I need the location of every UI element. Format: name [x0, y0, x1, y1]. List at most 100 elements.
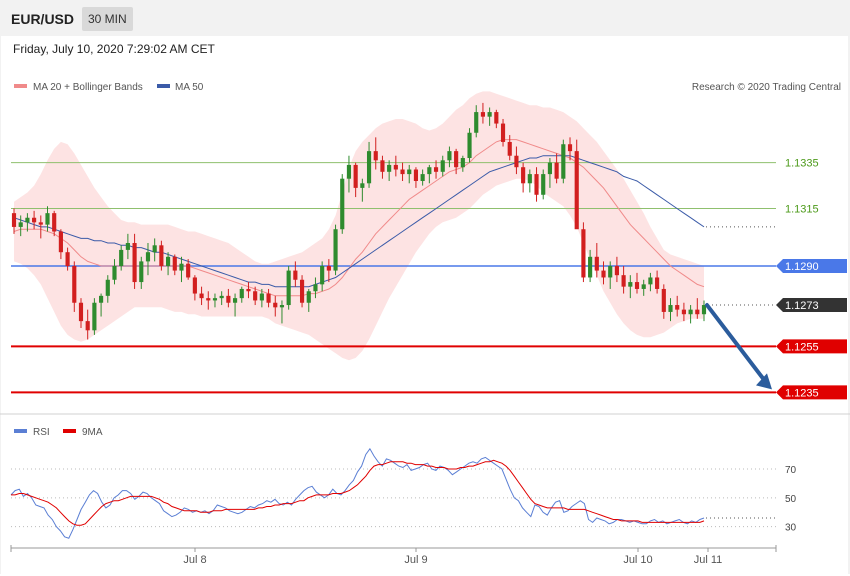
- bollinger-band-fill: [14, 91, 704, 361]
- ma20-line: [13, 139, 705, 297]
- candle-body: [494, 112, 499, 124]
- symbol-title: EUR/USD: [11, 11, 75, 27]
- candle-body: [192, 277, 197, 294]
- candle-body: [621, 275, 626, 287]
- candle-body: [634, 282, 640, 289]
- level-label-1.1235: 1.1235: [785, 387, 819, 399]
- candle-body: [574, 151, 579, 230]
- candle-body: [125, 243, 130, 250]
- candle-body: [92, 302, 97, 331]
- candle-body: [52, 213, 57, 232]
- rsi-legend: RSI 9MA: [14, 427, 103, 438]
- candle-body: [32, 217, 37, 223]
- candle-body: [380, 160, 385, 172]
- candle-body: [534, 174, 539, 195]
- candle-body: [45, 213, 50, 225]
- candle-body: [514, 155, 519, 168]
- candle-body: [373, 151, 378, 161]
- candle-body: [474, 112, 479, 133]
- rsi-line: [10, 447, 705, 539]
- candle-body: [701, 305, 707, 315]
- candle-body: [206, 298, 211, 301]
- level-label-1.1273: 1.1273: [785, 300, 819, 312]
- candle-body: [527, 174, 532, 184]
- candle-body: [11, 213, 17, 227]
- candle-body: [286, 270, 291, 306]
- rsi-ma-legend-swatch: [63, 429, 76, 433]
- candle-body: [460, 158, 465, 168]
- candle-body: [152, 245, 157, 253]
- candle-body: [588, 256, 593, 278]
- forecast-arrow-shaft: [705, 303, 768, 385]
- candle-body: [99, 295, 104, 303]
- candle-body: [18, 222, 23, 227]
- forecast-arrow-head: [756, 373, 772, 390]
- rsi-ma-line: [11, 459, 705, 526]
- candle-body: [232, 298, 238, 303]
- rsi-ma-legend-label: 9MA: [82, 427, 103, 438]
- candle-body: [313, 284, 318, 292]
- x-tick-label: Jul 10: [623, 554, 652, 566]
- candle-body: [608, 265, 613, 278]
- level-label-1.1335: 1.1335: [785, 158, 819, 170]
- candle-body: [145, 252, 151, 262]
- level-tag-1.1235: [776, 385, 847, 400]
- candle-body: [132, 243, 137, 283]
- rsi-legend-swatch: [14, 429, 27, 433]
- candle-body: [561, 144, 566, 179]
- level-label-1.1315: 1.1315: [785, 204, 819, 216]
- candle-body: [306, 291, 311, 303]
- candle-body: [601, 270, 606, 278]
- candle-body: [119, 249, 124, 266]
- candle-body: [480, 112, 486, 117]
- candle-body: [65, 252, 70, 266]
- candle-body: [500, 123, 506, 142]
- candle-body: [172, 256, 177, 271]
- candle-body: [614, 265, 619, 276]
- rsi-legend-label: RSI: [33, 427, 50, 438]
- candle-body: [487, 112, 492, 117]
- candle-body: [85, 321, 90, 331]
- candle-body: [353, 164, 358, 188]
- candle-body: [655, 277, 660, 289]
- candle-body: [72, 265, 77, 303]
- candle-body: [541, 174, 546, 195]
- main-legend: MA 20 + Bollinger Bands MA 50 Research ©…: [14, 82, 841, 93]
- candle-body: [333, 229, 338, 271]
- candle-body: [239, 288, 244, 299]
- candle-body: [273, 302, 278, 308]
- timestamp: Friday, July 10, 2020 7:29:02 AM CET: [13, 42, 215, 56]
- candles: [11, 102, 707, 340]
- candle-body: [407, 169, 412, 175]
- candle-body: [454, 151, 459, 168]
- candle-body: [688, 309, 693, 315]
- price-labels: 1.1335 1.1315 1.1290 1.1273 1.1255 1.1235: [776, 158, 847, 400]
- bollinger-band: [14, 91, 704, 361]
- candle-body: [507, 141, 512, 156]
- candle-body: [387, 164, 392, 172]
- candle-body: [320, 265, 325, 285]
- candle-body: [199, 293, 204, 299]
- ma20-legend-swatch: [14, 84, 27, 88]
- forecast-arrow: [705, 303, 772, 390]
- candle-body: [38, 222, 43, 225]
- candle-body: [641, 284, 646, 289]
- level-label-1.1255: 1.1255: [785, 341, 819, 353]
- candle-body: [105, 279, 110, 296]
- candle-body: [648, 277, 653, 285]
- candle-body: [179, 263, 184, 271]
- x-tick-label: Jul 11: [694, 554, 723, 566]
- candle-body: [293, 270, 298, 280]
- ma50-legend-label: MA 50: [175, 82, 204, 93]
- candle-body: [420, 174, 425, 181]
- price-levels: [11, 162, 776, 394]
- candle-body: [681, 309, 686, 315]
- ma50-legend-swatch: [157, 84, 170, 88]
- candle-body: [668, 305, 673, 312]
- candle-body: [360, 183, 365, 188]
- candle-body: [400, 169, 405, 175]
- timeframe-badge[interactable]: 30 MIN: [82, 7, 133, 31]
- candle-body: [346, 164, 352, 179]
- candle-body: [393, 164, 398, 170]
- x-axis-ticks: Jul 8 Jul 9 Jul 10 Jul 11: [10, 545, 777, 566]
